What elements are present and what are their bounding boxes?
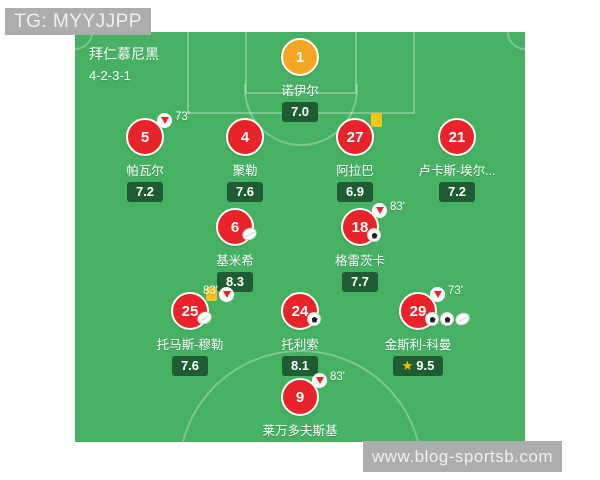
player-shirt-wrap: 6 [216, 208, 259, 246]
player-rating-badge: 7.7 [341, 272, 379, 292]
player-events [240, 225, 259, 243]
player-number-badge[interactable]: 21 [438, 118, 476, 156]
player-shirt-wrap: 29 73' [399, 285, 472, 330]
player-marker[interactable]: 5 73' 帕瓦尔 7.2 [85, 111, 205, 202]
player-marker[interactable]: 18 83' 格雷茨卡 7.7 [300, 201, 420, 292]
player-marker[interactable]: 21 卢卡斯-埃尔... 7.2 [397, 118, 517, 202]
player-marker[interactable]: 4 聚勒 7.6 [185, 118, 305, 202]
player-name: 格雷茨卡 [334, 254, 385, 268]
player-rating-badge: 7.0 [281, 102, 319, 122]
goal-ball-icon [367, 228, 381, 242]
substitution-time: 83' [390, 201, 405, 213]
football-pitch: 拜仁慕尼黑 4-2-3-1 1 诺伊尔 7.0 5 73' 帕瓦尔 7.2 4 聚勒 7.6 27 阿… [75, 32, 525, 442]
watermark-top: TG: MYYJJPP [5, 8, 151, 35]
team-name: 拜仁慕尼黑 [89, 46, 159, 62]
player-rating-value: 8.1 [290, 358, 310, 373]
yellow-card-icon [371, 113, 382, 127]
player-rating-badge: 7.6 [226, 182, 264, 202]
player-name: 金斯利-科曼 [384, 338, 452, 352]
player-rating-badge: 7.6 [171, 356, 209, 376]
player-rating-value: 9.5 [416, 358, 435, 373]
substitution-time: 83' [330, 371, 345, 383]
player-rating-value: 7.0 [290, 104, 310, 119]
player-number-badge[interactable]: 27 [336, 118, 374, 156]
corner-arc-right-icon [507, 32, 525, 50]
player-rating-value: 7.6 [180, 358, 200, 373]
player-rating-badge: 7.2 [438, 182, 476, 202]
player-name: 托马斯-穆勒 [156, 338, 224, 352]
player-name: 聚勒 [232, 164, 258, 178]
player-rating-badge: 7.2 [126, 182, 164, 202]
substitution-off-icon [219, 287, 234, 302]
player-number-badge[interactable]: 4 [226, 118, 264, 156]
player-name: 莱万多夫斯基 [262, 424, 338, 438]
player-rating-value: 7.6 [235, 184, 255, 199]
watermark-bottom: www.blog-sportsb.com [363, 441, 563, 472]
substitution-off-icon [312, 373, 327, 388]
assist-icon [453, 310, 472, 328]
player-name: 托利索 [281, 338, 319, 352]
substitution-time: 73' [448, 285, 463, 297]
player-shirt-wrap: 21 [438, 118, 476, 156]
goal-ball-icon [307, 312, 321, 326]
player-shirt-wrap: 1 [281, 38, 319, 76]
player-events [367, 228, 381, 242]
player-marker[interactable]: 25 83' 托马斯-穆勒 7.6 [130, 285, 250, 376]
substitution-time: 83' [203, 285, 218, 297]
player-shirt-wrap: 5 73' [126, 111, 190, 156]
player-name: 阿拉巴 [336, 164, 374, 178]
player-marker[interactable]: 983'莱万多夫斯基6.6 [240, 371, 360, 442]
substitution-off-icon [157, 113, 172, 128]
player-marker[interactable]: 24 托利索 8.1 [240, 292, 360, 376]
player-shirt-wrap: 27 [336, 113, 382, 156]
player-name: 诺伊尔 [281, 84, 319, 98]
player-shirt-wrap: 9 83' [281, 371, 345, 416]
player-events [195, 309, 214, 327]
player-shirt-wrap: 24 [281, 292, 321, 330]
player-marker[interactable]: 6 基米希 8.3 [175, 208, 295, 292]
goal-ball-icon [425, 312, 439, 326]
team-header: 拜仁慕尼黑 4-2-3-1 [89, 44, 159, 86]
player-rating-value: 7.7 [350, 274, 370, 289]
player-events [425, 310, 472, 328]
goal-ball-icon [440, 312, 454, 326]
player-rating-badge: 8.1 [281, 356, 319, 376]
player-rating-value: 6.9 [345, 184, 365, 199]
player-rating-badge: 6.9 [336, 182, 374, 202]
player-name: 帕瓦尔 [126, 164, 164, 178]
team-formation: 4-2-3-1 [89, 67, 131, 83]
player-marker[interactable]: 1 诺伊尔 7.0 [240, 38, 360, 122]
substitution-off-icon [430, 287, 445, 302]
substitution-time: 73' [175, 111, 190, 123]
player-marker[interactable]: 27 阿拉巴 6.9 [295, 113, 415, 202]
player-shirt-wrap: 18 83' [341, 201, 405, 246]
substitution-off-icon [372, 203, 387, 218]
player-rating-badge: ★ 9.5 [392, 356, 444, 376]
player-name: 基米希 [216, 254, 254, 268]
player-rating-value: 7.2 [447, 184, 467, 199]
player-shirt-wrap: 4 [226, 118, 264, 156]
player-number-badge[interactable]: 1 [281, 38, 319, 76]
yellow-card-icon [206, 287, 217, 301]
player-events [307, 312, 321, 326]
player-name: 卢卡斯-埃尔... [418, 164, 496, 178]
player-rating-value: 7.2 [135, 184, 155, 199]
player-shirt-wrap: 25 83' [171, 285, 234, 330]
man-of-the-match-star-icon: ★ [401, 358, 414, 374]
player-rating-value: 8.3 [225, 274, 245, 289]
player-marker[interactable]: 29 73' 金斯利-科曼 ★ 9.5 [358, 285, 478, 376]
